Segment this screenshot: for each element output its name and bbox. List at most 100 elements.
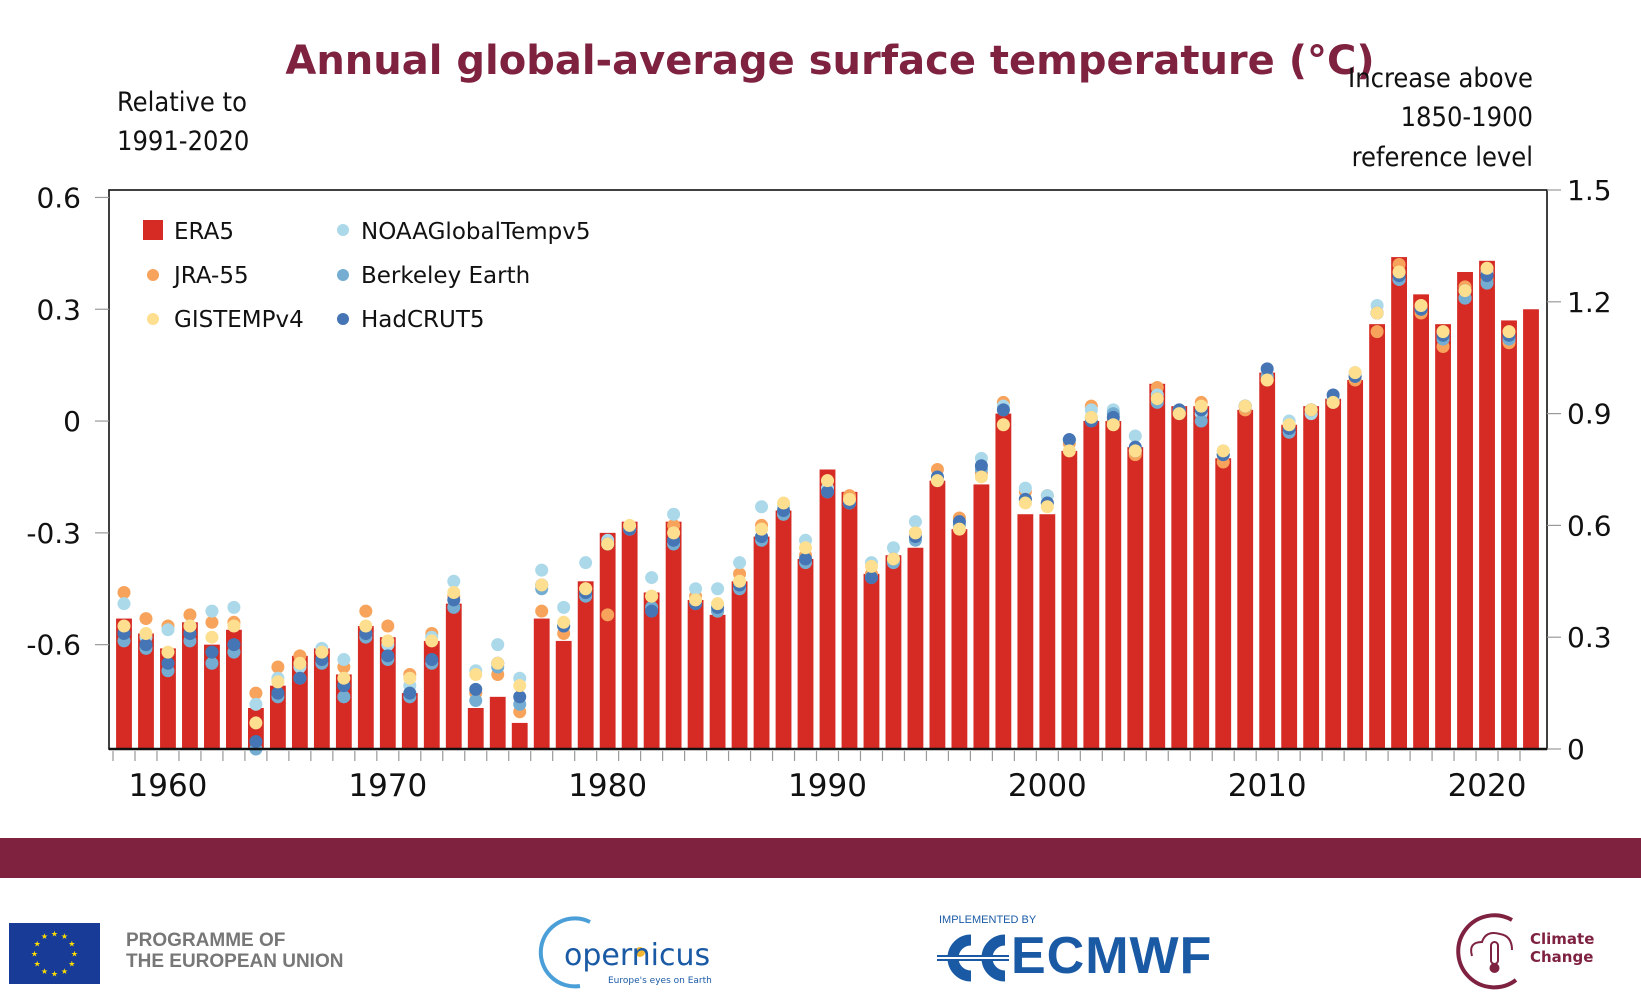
- eu-star-icon: ★: [68, 960, 75, 969]
- dot-gistempv4-1973: [447, 585, 461, 599]
- left-axis-label-line-2: 1991-2020: [117, 126, 249, 157]
- eu-star-icon: ★: [51, 970, 58, 979]
- dot-gistempv4-2016: [1392, 265, 1406, 279]
- right-y-tick-label: 1.5: [1567, 174, 1612, 207]
- bar-1973: [445, 603, 462, 749]
- dot-gistempv4-1993: [886, 552, 900, 566]
- right-axis-label-line-3: reference level: [1352, 142, 1533, 173]
- dot-gistempv4-2019: [1458, 284, 1472, 298]
- bar-1978: [555, 640, 572, 749]
- dot-hadcrut5-1960: [161, 656, 175, 670]
- dot-noaaglobaltempv5-1960: [161, 623, 175, 637]
- dot-noaaglobaltempv5-1999: [1018, 481, 1032, 495]
- dot-gistempv4-1991: [842, 492, 856, 506]
- dot-gistempv4-1976: [513, 679, 527, 693]
- bar-2016: [1391, 257, 1408, 749]
- dot-hadcrut5-1970: [381, 649, 395, 663]
- dot-jra-55-1977: [535, 604, 549, 618]
- dot-gistempv4-2013: [1326, 395, 1340, 409]
- bar-2014: [1347, 380, 1364, 749]
- dot-noaaglobaltempv5-1993: [886, 541, 900, 555]
- bar-1959: [138, 633, 154, 749]
- dot-jra-55-2015: [1370, 325, 1384, 339]
- dot-gistempv4-1981: [623, 518, 637, 532]
- dot-gistempv4-1965: [271, 675, 285, 689]
- dot-gistempv4-1980: [601, 537, 615, 551]
- dot-jra-55-1980: [601, 608, 615, 622]
- eu-star-icon: ★: [41, 932, 48, 941]
- bar-1975: [489, 696, 506, 749]
- dot-gistempv4-1971: [403, 671, 417, 685]
- dot-noaaglobaltempv5-1964: [249, 697, 263, 711]
- dot-gistempv4-1982: [645, 589, 659, 603]
- x-tick-label: 2010: [1228, 768, 1307, 804]
- dot-jra-55-1964: [249, 686, 263, 700]
- dot-gistempv4-1960: [161, 645, 175, 659]
- chart-title: Annual global-average surface temperatur…: [285, 38, 1374, 84]
- dot-gistempv4-1994: [908, 526, 922, 540]
- legend-swatch-era5: [143, 220, 163, 240]
- bar-1990: [819, 469, 836, 749]
- dot-noaaglobaltempv5-1994: [908, 515, 922, 529]
- dot-jra-55-1958: [117, 585, 131, 599]
- dot-noaaglobaltempv5-1968: [337, 653, 351, 667]
- bar-2004: [1127, 447, 1144, 749]
- dot-hadcrut5-1976: [513, 690, 527, 704]
- bar-1983: [665, 521, 682, 749]
- bar-2009: [1237, 409, 1254, 749]
- dot-gistempv4-2003: [1106, 418, 1120, 432]
- bar-2015: [1369, 324, 1386, 749]
- eu-star-icon: ★: [51, 930, 58, 939]
- bar-1994: [907, 547, 924, 749]
- eu-text-line-1: PROGRAMME OF: [126, 930, 286, 951]
- dot-noaaglobaltempv5-1963: [227, 600, 241, 614]
- dot-noaaglobaltempv5-1983: [667, 507, 681, 521]
- climate-line-1: Climate: [1530, 930, 1595, 948]
- dot-berkeley-earth-1974: [469, 694, 483, 708]
- dot-gistempv4-1996: [952, 522, 966, 536]
- right-y-tick-label: 0.3: [1567, 621, 1612, 654]
- bar-1977: [533, 618, 550, 749]
- bar-2017: [1413, 294, 1429, 749]
- dot-gistempv4-1988: [777, 496, 791, 510]
- x-tick-label: 1970: [348, 768, 427, 804]
- x-tick-label: 1990: [788, 768, 867, 804]
- eu-star-icon: ★: [34, 940, 41, 949]
- dot-gistempv4-1998: [996, 418, 1010, 432]
- dot-gistempv4-2000: [1040, 500, 1054, 514]
- y-tick-label: 0.3: [36, 293, 81, 326]
- dot-gistempv4-2018: [1436, 325, 1450, 339]
- y-tick-label: 0.6: [36, 181, 81, 214]
- dot-gistempv4-2001: [1062, 444, 1076, 458]
- dot-gistempv4-1978: [557, 615, 571, 629]
- dot-noaaglobaltempv5-2004: [1128, 429, 1142, 443]
- dot-noaaglobaltempv5-1986: [733, 556, 747, 570]
- bar-1981: [621, 521, 638, 749]
- copernicus-logo: opernicus Europe's eyes on Earth: [530, 916, 730, 996]
- dot-gistempv4-1967: [315, 645, 329, 659]
- dot-gistempv4-1999: [1018, 496, 1032, 510]
- legend: ERA5 JRA-55 GISTEMPv4 NOAAGlobalTempv5 B…: [143, 219, 591, 333]
- dot-gistempv4-1997: [974, 470, 988, 484]
- ecmwf-implemented-by: IMPLEMENTED BY: [939, 914, 1037, 926]
- axes: 0.6 0.3 0 -0.3 -0.6 1.5 1.2 0.9 0.6 0.3 0 1960 1970 1…: [26, 174, 1611, 804]
- eu-star-icon: ★: [61, 967, 68, 976]
- dot-hadcrut5-1964: [249, 735, 263, 749]
- dot-jra-55-1962: [205, 615, 219, 629]
- dot-gistempv4-2017: [1414, 299, 1428, 313]
- dot-jra-55-1965: [271, 660, 285, 674]
- dot-hadcrut5-1992: [864, 571, 878, 585]
- legend-label-era5: ERA5: [174, 219, 234, 245]
- dot-gistempv4-1989: [799, 541, 813, 555]
- dot-hadcrut5-1982: [645, 604, 659, 618]
- y-tick-label: 0: [63, 405, 81, 438]
- y-tick-label: -0.3: [26, 517, 81, 550]
- bar-1980: [599, 532, 616, 749]
- eu-star-icon: ★: [68, 940, 75, 949]
- dot-gistempv4-1986: [733, 574, 747, 588]
- right-y-tick-label: 0.6: [1567, 509, 1612, 542]
- dot-gistempv4-1987: [755, 522, 769, 536]
- dot-gistempv4-2015: [1370, 306, 1384, 320]
- dot-berkeley-earth-2007: [1194, 414, 1208, 428]
- climate-change-text: Climate Change: [1530, 930, 1594, 966]
